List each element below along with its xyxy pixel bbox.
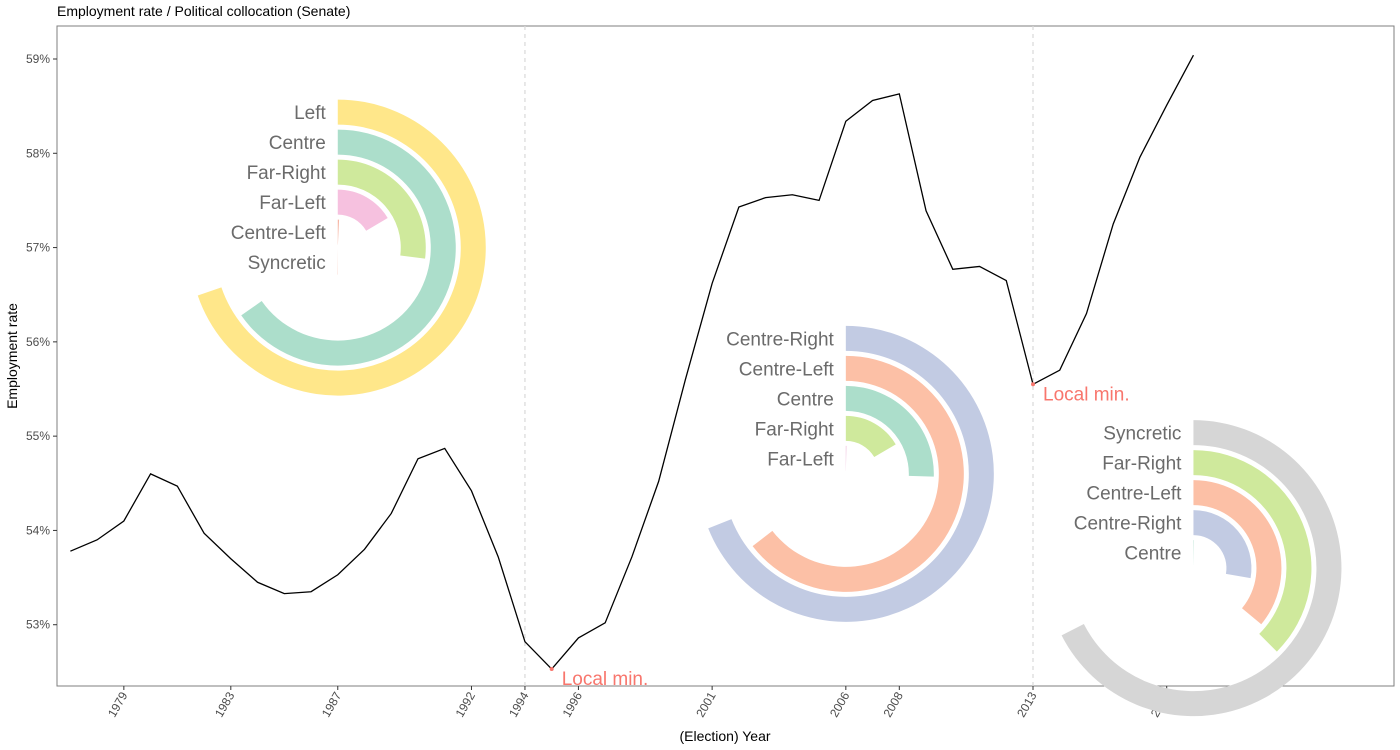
- local-min-point: [1031, 382, 1036, 387]
- radial-bar-label: Centre: [269, 133, 326, 154]
- radial-bar: [337, 159, 426, 259]
- local-min-label: Local min.: [562, 669, 649, 690]
- x-tick-label: 2006: [827, 689, 853, 719]
- chart-title: Employment rate / Political collocation …: [57, 3, 350, 19]
- radial-bar-label: Centre: [1124, 544, 1181, 565]
- y-axis-title: Employment rate: [4, 303, 20, 409]
- radial-bar-label: Centre-Right: [1074, 514, 1182, 535]
- radial-bar: [1193, 450, 1312, 652]
- x-tick-label: 2013: [1014, 689, 1040, 719]
- plot-panel: [56, 25, 1395, 687]
- radial-bar-label: Syncretic: [1103, 424, 1181, 445]
- radial-bar: [845, 445, 847, 471]
- x-axis-title: (Election) Year: [679, 728, 770, 744]
- x-tick-label: 1987: [319, 689, 345, 719]
- radial-bar: [337, 189, 388, 231]
- radial-bar: [337, 219, 340, 245]
- radial-bar-chart: Left Centre Far-Right Far-Left Centre-Left Sy…: [197, 99, 486, 396]
- y-tick-label: 58%: [26, 146, 50, 160]
- radial-bar-label: Centre-Left: [1086, 484, 1182, 505]
- radial-bar-label: Centre-Right: [726, 329, 834, 350]
- employment-rate-line: [70, 54, 1195, 670]
- x-tick-label: 1994: [506, 689, 532, 719]
- plot-area: 53% 54% 55% 56% 57% 58% 59% 1979 1983 1987 1992 199…: [26, 25, 1395, 720]
- radial-bar-chart: Centre-Right Centre-Left Centre Far-Right Fa…: [708, 325, 994, 622]
- radial-bar: [1193, 480, 1282, 625]
- radial-bar: [845, 385, 934, 477]
- y-tick-label: 59%: [26, 52, 50, 66]
- radial-bar-chart: Syncretic Far-Right Centre-Left Centre-Righ…: [1061, 420, 1342, 717]
- x-tick-label: 1983: [212, 689, 238, 719]
- y-tick-label: 53%: [26, 618, 50, 632]
- radial-bar: [845, 415, 896, 458]
- radial-bar-label: Syncretic: [248, 253, 326, 274]
- radial-bar-label: Far-Left: [259, 193, 326, 214]
- radial-bar-label: Far-Left: [767, 449, 834, 470]
- radial-bar-label: Far-Right: [755, 419, 835, 440]
- radial-bar-label: Centre: [777, 389, 834, 410]
- local-min-label: Local min.: [1043, 384, 1130, 405]
- radial-bar: [1193, 510, 1252, 579]
- x-tick-label: 2001: [693, 689, 719, 719]
- x-tick-label: 1996: [560, 689, 586, 719]
- y-tick-label: 57%: [26, 241, 50, 255]
- y-tick-label: 55%: [26, 429, 50, 443]
- y-tick-label: 56%: [26, 335, 50, 349]
- x-tick-label: 1992: [453, 689, 479, 719]
- radial-bar-label: Centre-Left: [231, 223, 327, 244]
- y-tick-label: 54%: [26, 523, 50, 537]
- x-tick-label: 1979: [105, 689, 131, 719]
- radial-bar-label: Left: [294, 103, 326, 124]
- radial-bar-label: Far-Right: [247, 163, 327, 184]
- radial-bar-label: Centre-Left: [739, 359, 835, 380]
- local-min-point: [549, 667, 554, 672]
- x-tick-label: 2008: [880, 689, 906, 719]
- radial-bar-label: Far-Right: [1102, 454, 1182, 475]
